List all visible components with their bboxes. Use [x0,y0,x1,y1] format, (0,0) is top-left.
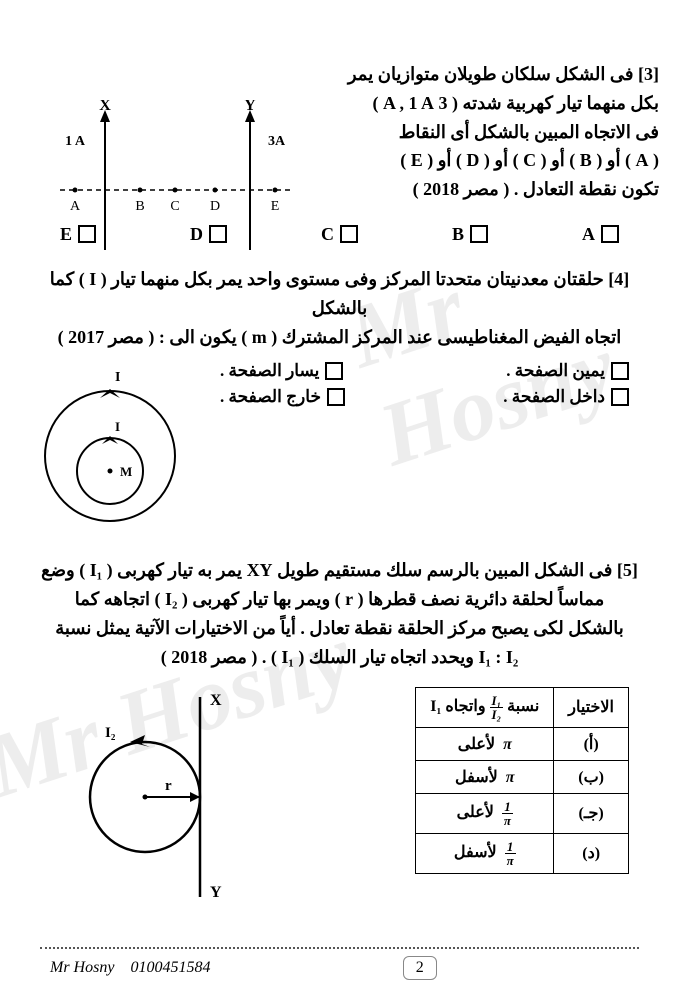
q3-line: بكل منهما تيار كهربية شدته ( 3 A , 1 A ) [320,89,659,118]
svg-text:E: E [271,199,280,214]
q4-options: يمين الصفحة . يسار الصفحة . داخل الصفحة … [200,361,659,413]
q4-text: [4] حلقتان معدنيتان متحدتا المركز وفى مس… [20,265,659,351]
divider [40,947,639,949]
table-row: (أ) π لأعلى [416,727,629,760]
q5-line: بالشكل لكى يصبح مركز الحلقة نقطة تعادل .… [40,614,639,643]
q5-line: I₁ : I₂ ويحدد اتجاه تيار السلك ( I₁ ) . … [40,643,639,672]
svg-text:B: B [135,199,144,214]
svg-text:X: X [99,100,111,114]
checkbox[interactable] [327,388,345,406]
table-header: الاختيار [554,687,629,727]
q3-diagram: X 1 A Y 3A A B C D E [50,100,310,270]
option-label: يسار الصفحة . [220,361,319,381]
checkbox[interactable] [470,225,488,243]
option-label: A [582,224,595,245]
q3-line: فى الاتجاه المبين بالشكل أى النقاط [320,118,659,147]
option-label: C [321,224,334,245]
q5-line: [5] فى الشكل المبين بالرسم سلك مستقيم طو… [40,556,639,585]
svg-text:D: D [210,199,220,214]
q4-line: اتجاه الفيض المغناطيسى عند المركز المشتر… [40,323,639,352]
svg-text:A: A [70,199,81,214]
q3-line: [3] فى الشكل سلكان طويلان متوازيان يمر [320,60,659,89]
svg-text:I: I [115,419,120,434]
svg-text:3A: 3A [268,134,286,149]
q3-line: ( A ) أو ( B ) أو ( C ) أو ( D ) أو ( E … [320,146,659,175]
svg-text:Y: Y [244,100,256,114]
q5-text: [5] فى الشكل المبين بالرسم سلك مستقيم طو… [20,556,659,671]
author-name: Mr Hosny [50,959,114,976]
q5-diagram: X Y I₂ r [50,687,250,907]
q5-table: الاختيار نسبة I₁I₂ واتجاه I₁ (أ) π لأعلى… [415,687,629,874]
q4-diagram: M I I [20,361,200,541]
checkbox[interactable] [340,225,358,243]
table-row: (جـ) 1π لأعلى [416,793,629,833]
q3-line: تكون نقطة التعادل . ( مصر 2018 ) [320,175,659,204]
option-label: يمين الصفحة . [506,361,605,381]
table-row: (د) 1π لأسفل [416,833,629,873]
q5-line: مماساً لحلقة دائرية نصف قطرها ( r ) ويمر… [40,585,639,614]
checkbox[interactable] [611,362,629,380]
table-row: (ب) π لأسفل [416,760,629,793]
checkbox[interactable] [325,362,343,380]
option-label: داخل الصفحة . [503,387,605,407]
option-label: B [452,224,464,245]
phone: 0100451584 [130,959,210,976]
svg-text:Y: Y [210,884,222,901]
svg-text:M: M [120,464,132,479]
svg-text:r: r [165,778,172,794]
checkbox[interactable] [611,388,629,406]
checkbox[interactable] [601,225,619,243]
svg-text:I₂: I₂ [105,725,116,741]
svg-text:X: X [210,692,222,709]
svg-text:C: C [170,199,179,214]
option-label: خارج الصفحة . [220,387,321,407]
q3-text: [3] فى الشكل سلكان طويلان متوازيان يمر ب… [320,60,659,204]
table-header: نسبة I₁I₂ واتجاه I₁ [416,687,554,727]
svg-text:I: I [115,370,120,385]
svg-text:1 A: 1 A [65,134,86,149]
q4-line: [4] حلقتان معدنيتان متحدتا المركز وفى مس… [40,265,639,323]
